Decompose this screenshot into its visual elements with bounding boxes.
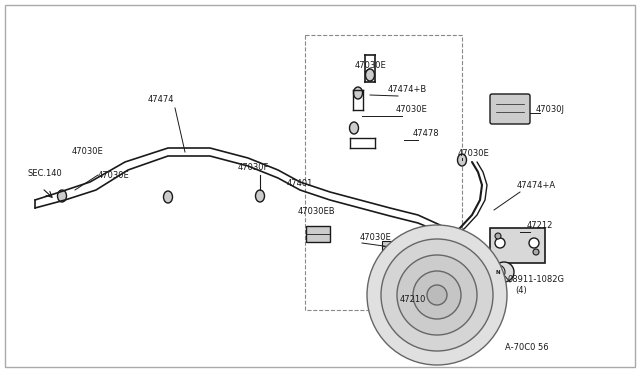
Text: 47478: 47478 (413, 128, 440, 138)
Text: 47030E: 47030E (98, 170, 130, 180)
Text: 47030E: 47030E (360, 234, 392, 243)
Circle shape (397, 255, 477, 335)
Text: 47030EB: 47030EB (298, 206, 335, 215)
Circle shape (529, 238, 539, 248)
Text: 47401: 47401 (287, 179, 314, 187)
Text: A-70C0 56: A-70C0 56 (505, 343, 548, 353)
Text: 47030J: 47030J (536, 105, 565, 113)
Ellipse shape (353, 87, 362, 99)
Circle shape (533, 249, 539, 255)
Circle shape (491, 265, 505, 279)
Ellipse shape (365, 69, 374, 81)
Circle shape (413, 271, 461, 319)
Text: 47210: 47210 (400, 295, 426, 304)
Circle shape (495, 238, 505, 248)
Text: N: N (496, 269, 500, 275)
Text: 47030E: 47030E (355, 61, 387, 70)
Ellipse shape (458, 154, 467, 166)
Text: SEC.140: SEC.140 (28, 170, 63, 179)
Text: 47030E: 47030E (72, 148, 104, 157)
Circle shape (427, 285, 447, 305)
Ellipse shape (349, 122, 358, 134)
Bar (306, 226, 330, 242)
Text: 08911-1082G: 08911-1082G (507, 275, 564, 283)
Circle shape (381, 239, 493, 351)
Circle shape (495, 233, 501, 239)
Ellipse shape (255, 190, 264, 202)
Text: 47474: 47474 (148, 96, 175, 105)
Ellipse shape (58, 190, 67, 202)
Circle shape (367, 225, 507, 365)
Bar (382, 241, 398, 251)
Ellipse shape (163, 191, 173, 203)
Bar (490, 228, 545, 263)
Text: (4): (4) (515, 286, 527, 295)
Text: 47030E: 47030E (396, 105, 428, 113)
Text: 47212: 47212 (527, 221, 554, 230)
Text: 47474+A: 47474+A (517, 180, 556, 189)
Bar (305, 35, 462, 310)
FancyBboxPatch shape (490, 94, 530, 124)
Circle shape (494, 262, 514, 282)
Text: 47030F: 47030F (238, 164, 269, 173)
Text: 47030E: 47030E (458, 148, 490, 157)
Text: 47474+B: 47474+B (388, 84, 428, 93)
